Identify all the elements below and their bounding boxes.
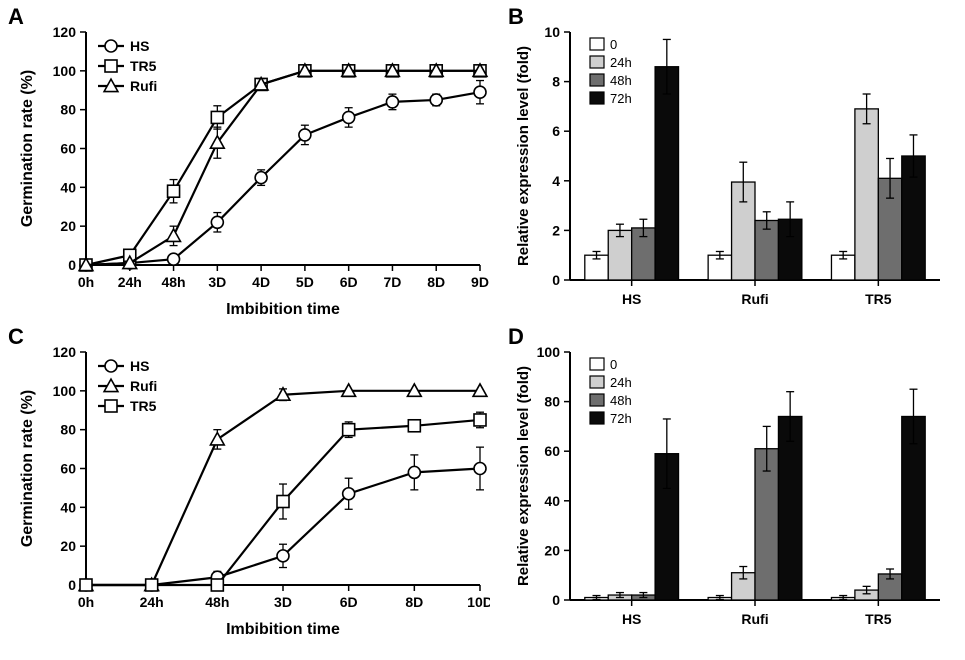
panel-d: D 020406080100HSRufiTR5Relative expressi… [510, 330, 950, 640]
svg-text:20: 20 [60, 538, 76, 554]
panel-b: B 0246810HSRufiTR5Relative expression le… [510, 10, 950, 320]
svg-text:40: 40 [544, 493, 560, 509]
svg-text:Imbibition time: Imbibition time [226, 621, 340, 638]
panel-a: A 0204060801001200h24h48h3D4D5D6D7D8D9DG… [10, 10, 490, 320]
svg-text:HS: HS [622, 291, 641, 307]
svg-text:Germination rate (%): Germination rate (%) [19, 70, 36, 227]
svg-text:Germination rate (%): Germination rate (%) [19, 390, 36, 547]
svg-text:3D: 3D [208, 274, 226, 290]
svg-text:48h: 48h [205, 594, 229, 610]
svg-text:8D: 8D [405, 594, 423, 610]
svg-text:8: 8 [552, 74, 560, 90]
svg-text:6: 6 [552, 123, 560, 139]
svg-text:Rufi: Rufi [741, 611, 768, 627]
svg-text:10: 10 [544, 24, 560, 40]
svg-text:Rufi: Rufi [130, 78, 157, 94]
svg-text:6D: 6D [340, 594, 358, 610]
svg-text:20: 20 [60, 218, 76, 234]
svg-text:3D: 3D [274, 594, 292, 610]
svg-text:0: 0 [610, 37, 617, 52]
svg-text:100: 100 [537, 344, 561, 360]
svg-text:HS: HS [622, 611, 641, 627]
svg-text:5D: 5D [296, 274, 314, 290]
svg-text:9D: 9D [471, 274, 489, 290]
svg-text:80: 80 [60, 102, 76, 118]
svg-text:2: 2 [552, 222, 560, 238]
svg-text:24h: 24h [140, 594, 164, 610]
svg-text:HS: HS [130, 38, 149, 54]
svg-text:0: 0 [68, 577, 76, 593]
svg-text:60: 60 [544, 443, 560, 459]
svg-text:48h: 48h [610, 393, 632, 408]
svg-text:100: 100 [53, 63, 77, 79]
svg-text:60: 60 [60, 141, 76, 157]
svg-text:0: 0 [68, 257, 76, 273]
figure: A 0204060801001200h24h48h3D4D5D6D7D8D9DG… [0, 0, 965, 660]
panel-c: C 0204060801001200h24h48h3D6D8D10DGermin… [10, 330, 490, 640]
svg-text:Imbibition time: Imbibition time [226, 301, 340, 318]
svg-text:7D: 7D [383, 274, 401, 290]
svg-text:Relative expression level (fol: Relative expression level (fold) [515, 46, 532, 266]
svg-text:80: 80 [60, 422, 76, 438]
svg-text:HS: HS [130, 358, 149, 374]
svg-text:60: 60 [60, 461, 76, 477]
svg-text:Relative expression level (fol: Relative expression level (fold) [515, 366, 532, 586]
svg-text:120: 120 [53, 24, 77, 40]
svg-text:40: 40 [60, 179, 76, 195]
svg-text:4D: 4D [252, 274, 270, 290]
svg-text:72h: 72h [610, 91, 632, 106]
svg-text:48h: 48h [610, 73, 632, 88]
svg-text:24h: 24h [610, 55, 632, 70]
svg-text:20: 20 [544, 542, 560, 558]
svg-text:0: 0 [552, 272, 560, 288]
svg-text:24h: 24h [118, 274, 142, 290]
svg-text:0h: 0h [78, 594, 94, 610]
svg-text:10D: 10D [467, 594, 490, 610]
svg-text:Rufi: Rufi [741, 291, 768, 307]
svg-text:TR5: TR5 [865, 291, 892, 307]
svg-text:40: 40 [60, 499, 76, 515]
svg-text:Rufi: Rufi [130, 378, 157, 394]
svg-text:TR5: TR5 [130, 58, 157, 74]
svg-text:48h: 48h [161, 274, 185, 290]
svg-text:24h: 24h [610, 375, 632, 390]
svg-text:0: 0 [610, 357, 617, 372]
svg-text:TR5: TR5 [865, 611, 892, 627]
svg-text:120: 120 [53, 344, 77, 360]
svg-text:80: 80 [544, 394, 560, 410]
svg-text:72h: 72h [610, 411, 632, 426]
svg-text:100: 100 [53, 383, 77, 399]
svg-text:6D: 6D [340, 274, 358, 290]
svg-text:8D: 8D [427, 274, 445, 290]
svg-text:0: 0 [552, 592, 560, 608]
svg-text:TR5: TR5 [130, 398, 157, 414]
svg-text:4: 4 [552, 173, 560, 189]
svg-text:0h: 0h [78, 274, 94, 290]
